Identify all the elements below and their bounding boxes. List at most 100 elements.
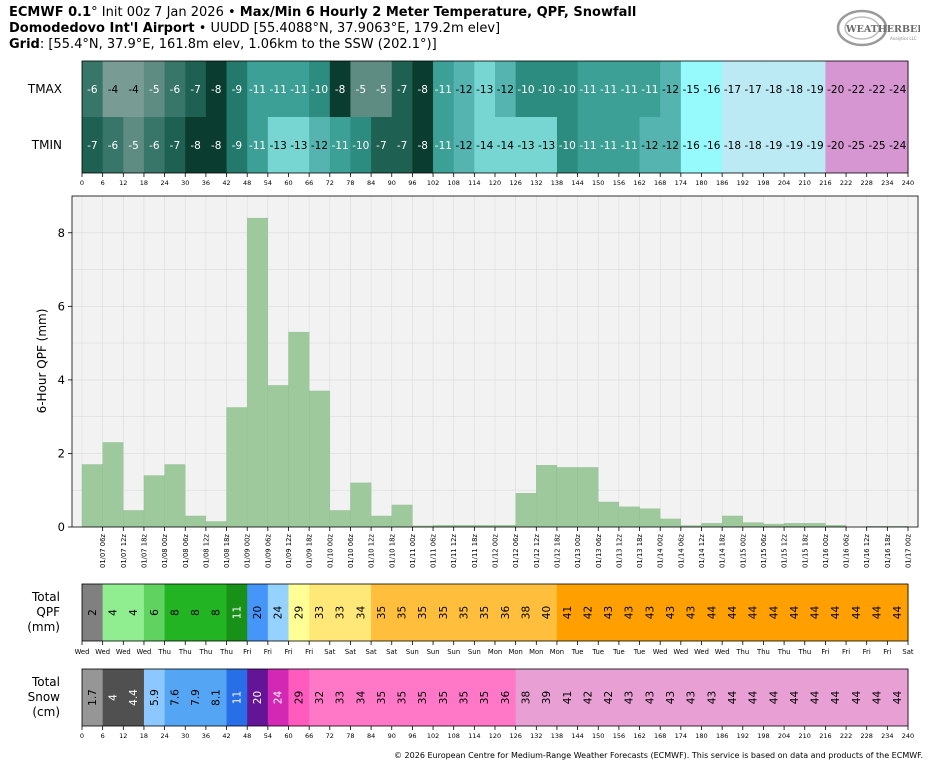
tmin-value: -8	[417, 140, 427, 152]
top-hour-axis-label: 210	[799, 179, 811, 187]
total-snow-value: 35	[376, 691, 388, 704]
total-snow-value: 29	[293, 691, 305, 704]
tmax-cell	[474, 61, 496, 117]
top-hour-axis-label: 204	[778, 179, 790, 187]
tmin-cell	[371, 117, 393, 173]
qpf-bar	[618, 506, 640, 528]
top-hour-axis-label: 96	[408, 179, 416, 187]
bottom-hour-axis-label: 198	[757, 732, 769, 740]
total-qpf-cell	[309, 584, 331, 641]
top-hour-axis-label: 66	[305, 179, 313, 187]
total-snow-cell	[887, 669, 909, 726]
qpf-ytick-label: 4	[58, 373, 65, 387]
copyright-notice: © 2026 European Centre for Medium-Range …	[394, 751, 923, 760]
bottom-hour-axis-label: 150	[592, 732, 604, 740]
tmax-cell	[742, 61, 765, 117]
bottom-hour-axis-label: 132	[530, 732, 542, 740]
total-snow-cell	[577, 669, 599, 726]
total-snow-cell	[82, 669, 104, 726]
total-qpf-cell	[412, 584, 434, 641]
total-qpf-value: 35	[459, 606, 471, 619]
tmax-value: -10	[311, 84, 328, 96]
total-snow-cell	[660, 669, 682, 726]
tmin-value: -19	[765, 140, 782, 152]
tmin-value: -9	[232, 140, 242, 152]
tmin-cell	[577, 117, 599, 173]
total-snow-cell	[846, 669, 868, 726]
tmin-cell	[185, 117, 207, 173]
tmin-value: -16	[703, 140, 720, 152]
day-axis-label: Tue	[612, 648, 625, 656]
qpf-bar	[783, 523, 805, 528]
day-axis-label: Sun	[447, 648, 460, 656]
qpf-bar	[391, 504, 413, 528]
total-qpf-cell	[288, 584, 310, 641]
qpf-date-label: 01/07 06z	[99, 534, 107, 568]
total-snow-value: 33	[335, 691, 347, 704]
qpf-date-label: 01/08 06z	[182, 534, 190, 568]
tmax-cell	[205, 61, 228, 117]
top-hour-axis-label: 54	[264, 179, 272, 187]
total-qpf-cell	[226, 584, 248, 641]
day-axis-label: Wed	[715, 648, 730, 656]
qpf-bar	[350, 482, 372, 528]
total-snow-cell	[226, 669, 248, 726]
day-axis-label: Thu	[199, 648, 213, 656]
tmax-cell	[123, 61, 145, 117]
total-snow-cell	[205, 669, 228, 726]
tmin-value: -12	[311, 140, 328, 152]
tmax-cell	[267, 61, 290, 117]
total-snow-value: 44	[892, 691, 904, 705]
bottom-hour-axis-label: 66	[305, 732, 313, 740]
tmax-value: -11	[579, 84, 596, 96]
total-snow-value: 44	[830, 691, 842, 705]
tmin-cell	[433, 117, 455, 173]
day-axis-label: Sat	[902, 648, 913, 656]
total-qpf-value: 11	[231, 606, 243, 619]
day-axis-label: Sat	[366, 648, 377, 656]
tmin-value: -13	[538, 140, 555, 152]
tmin-cell	[660, 117, 682, 173]
total-qpf-cell	[515, 584, 537, 641]
total-snow-cell	[143, 669, 166, 726]
tmin-cell	[804, 117, 826, 173]
total-qpf-value: 44	[727, 606, 739, 620]
day-axis-label: Thu	[157, 648, 171, 656]
tmin-cell	[598, 117, 620, 173]
day-axis-label: Wed	[673, 648, 688, 656]
top-hour-axis-label: 126	[509, 179, 521, 187]
qpf-date-label: 01/14 18z	[719, 534, 727, 568]
tmin-cell	[784, 117, 806, 173]
total-qpf-value: 43	[644, 606, 656, 619]
tmin-cell	[205, 117, 228, 173]
tmax-value: -12	[455, 84, 472, 96]
tmin-value: -13	[270, 140, 287, 152]
total-qpf-value: 4	[128, 609, 140, 616]
total-qpf-cell	[804, 584, 826, 641]
bottom-hour-axis-label: 222	[840, 732, 852, 740]
day-axis-label: Wed	[137, 648, 152, 656]
qpf-bar	[123, 510, 145, 528]
total-qpf-cell	[143, 584, 166, 641]
tmin-cell	[680, 117, 703, 173]
qpf-date-label: 01/11 12z	[450, 534, 458, 568]
tmax-value: -8	[417, 84, 427, 96]
total-snow-value: 43	[644, 691, 656, 704]
total-snow-value: 43	[686, 691, 698, 704]
tmax-value: -24	[889, 84, 906, 96]
bottom-hour-axis-label: 174	[675, 732, 687, 740]
day-axis-label: Fri	[305, 648, 313, 656]
total-snow-value: 35	[397, 691, 409, 704]
bottom-hour-axis-label: 114	[468, 732, 480, 740]
tmin-value: -7	[397, 140, 407, 152]
total-qpf-cell	[722, 584, 744, 641]
qpf-date-label: 01/10 06z	[347, 534, 355, 568]
tmax-value: -6	[87, 84, 98, 96]
bottom-hour-axis-label: 102	[427, 732, 439, 740]
top-hour-axis-label: 12	[119, 179, 127, 187]
day-axis-label: Fri	[243, 648, 251, 656]
day-axis-label: Wed	[75, 648, 90, 656]
tmax-cell	[185, 61, 207, 117]
tmax-cell	[825, 61, 847, 117]
